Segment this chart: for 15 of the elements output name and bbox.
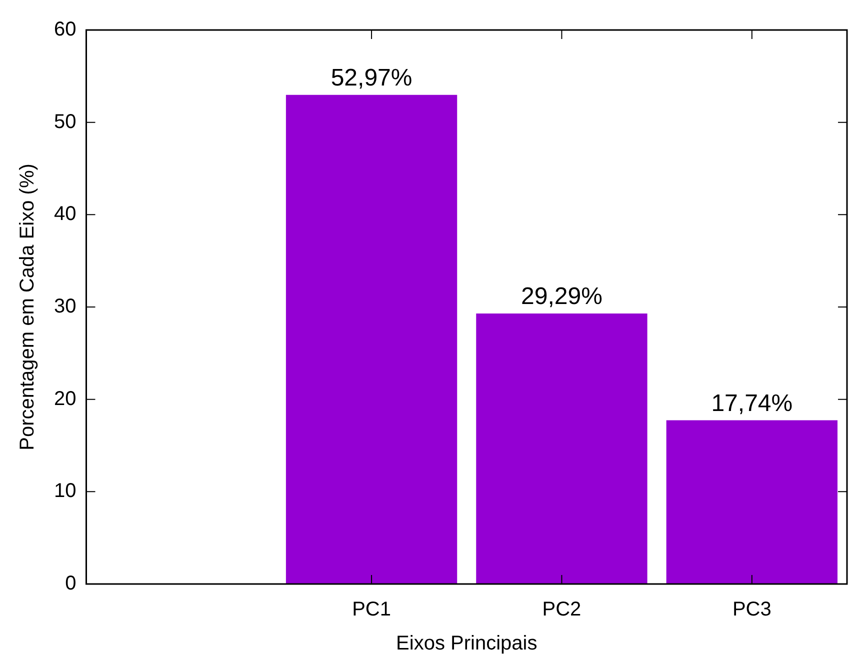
y-tick-label: 60 bbox=[54, 18, 76, 41]
x-tick-label: PC2 bbox=[542, 598, 582, 621]
data-label: 52,97% bbox=[330, 64, 412, 92]
y-tick-label: 10 bbox=[54, 480, 76, 502]
y-tick-label: 30 bbox=[54, 296, 76, 318]
y-tick-label: 20 bbox=[54, 388, 76, 410]
x-tick-label: PC1 bbox=[352, 598, 391, 621]
data-label: 29,29% bbox=[521, 283, 602, 310]
y-tick-label: 50 bbox=[54, 110, 76, 133]
y-axis-title: Porcentagem em Cada Eixo (%) bbox=[16, 164, 39, 450]
x-axis-title: Eixos Principais bbox=[396, 632, 538, 655]
y-tick-label: 40 bbox=[54, 203, 76, 226]
data-label: 17,74% bbox=[711, 390, 793, 417]
y-tick-label: 0 bbox=[65, 572, 76, 595]
x-tick-label: PC3 bbox=[732, 598, 772, 621]
